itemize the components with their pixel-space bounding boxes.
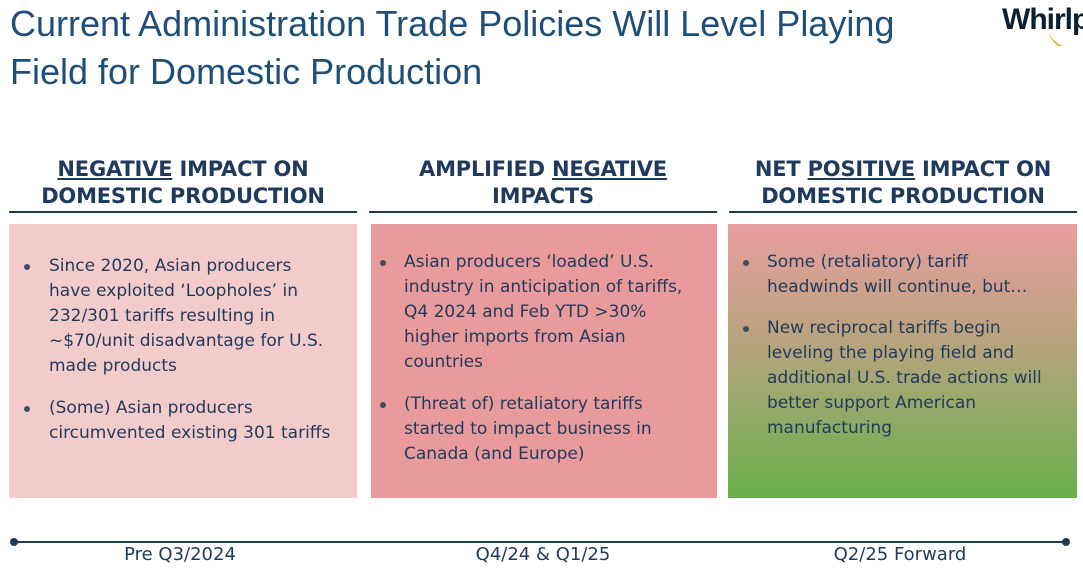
column-1-header: NEGATIVE IMPACT ON DOMESTIC PRODUCTION — [9, 156, 357, 210]
column-1-header-rest: IMPACT ON DOMESTIC PRODUCTION — [41, 157, 325, 208]
whirlpool-logo: Whirlpool — [1002, 2, 1083, 46]
column-1-bullet-1: Since 2020, Asian producers have exploit… — [9, 254, 327, 379]
column-2-header-rule — [369, 211, 717, 213]
timeline-label-1: Pre Q3/2024 — [124, 544, 236, 565]
column-3-bullet-2: New reciprocal tariffs begin leveling th… — [728, 316, 1049, 441]
column-3-header-rest: IMPACT ON DOMESTIC PRODUCTION — [761, 157, 1052, 208]
timeline-end-dot — [1062, 538, 1070, 546]
column-2-header-prefix: AMPLIFIED — [419, 157, 553, 181]
column-3-bullet-1: Some (retaliatory) tariff headwinds will… — [728, 250, 1037, 300]
column-3-bullet-list: Some (retaliatory) tariff headwinds will… — [728, 250, 1077, 441]
column-3-panel: Some (retaliatory) tariff headwinds will… — [728, 224, 1077, 498]
timeline-line — [10, 538, 1070, 546]
column-1-header-rule — [9, 211, 357, 213]
column-2-panel: Asian producers ‘loaded’ U.S. industry i… — [371, 224, 717, 498]
column-3-header-rule — [729, 211, 1077, 213]
column-1-bullet-2: (Some) Asian producers circumvented exis… — [9, 396, 339, 446]
column-2-header: AMPLIFIED NEGATIVE IMPACTS — [369, 156, 717, 210]
column-2-header-rest: IMPACTS — [492, 184, 594, 208]
column-1-header-emphasis: NEGATIVE — [57, 157, 173, 181]
column-2-bullet-1: Asian producers ‘loaded’ U.S. industry i… — [371, 250, 686, 375]
column-1-panel: Since 2020, Asian producers have exploit… — [9, 224, 357, 498]
column-2-header-emphasis: NEGATIVE — [552, 157, 667, 181]
timeline-start-dot — [10, 538, 18, 546]
timeline-label-2: Q4/24 & Q1/25 — [475, 544, 611, 565]
column-3-header: NET POSITIVE IMPACT ON DOMESTIC PRODUCTI… — [729, 156, 1077, 210]
column-3-header-emphasis: POSITIVE — [807, 157, 916, 181]
column-1-bullet-list: Since 2020, Asian producers have exploit… — [9, 254, 357, 446]
timeline-label-3: Q2/25 Forward — [833, 544, 967, 565]
column-2-bullet-list: Asian producers ‘loaded’ U.S. industry i… — [371, 250, 717, 467]
logo-swoosh-icon — [1048, 26, 1083, 46]
column-3-header-prefix: NET — [754, 157, 808, 181]
slide-title: Current Administration Trade Policies Wi… — [10, 3, 895, 92]
column-2-bullet-2: (Threat of) retaliatory tariffs started … — [371, 392, 666, 467]
